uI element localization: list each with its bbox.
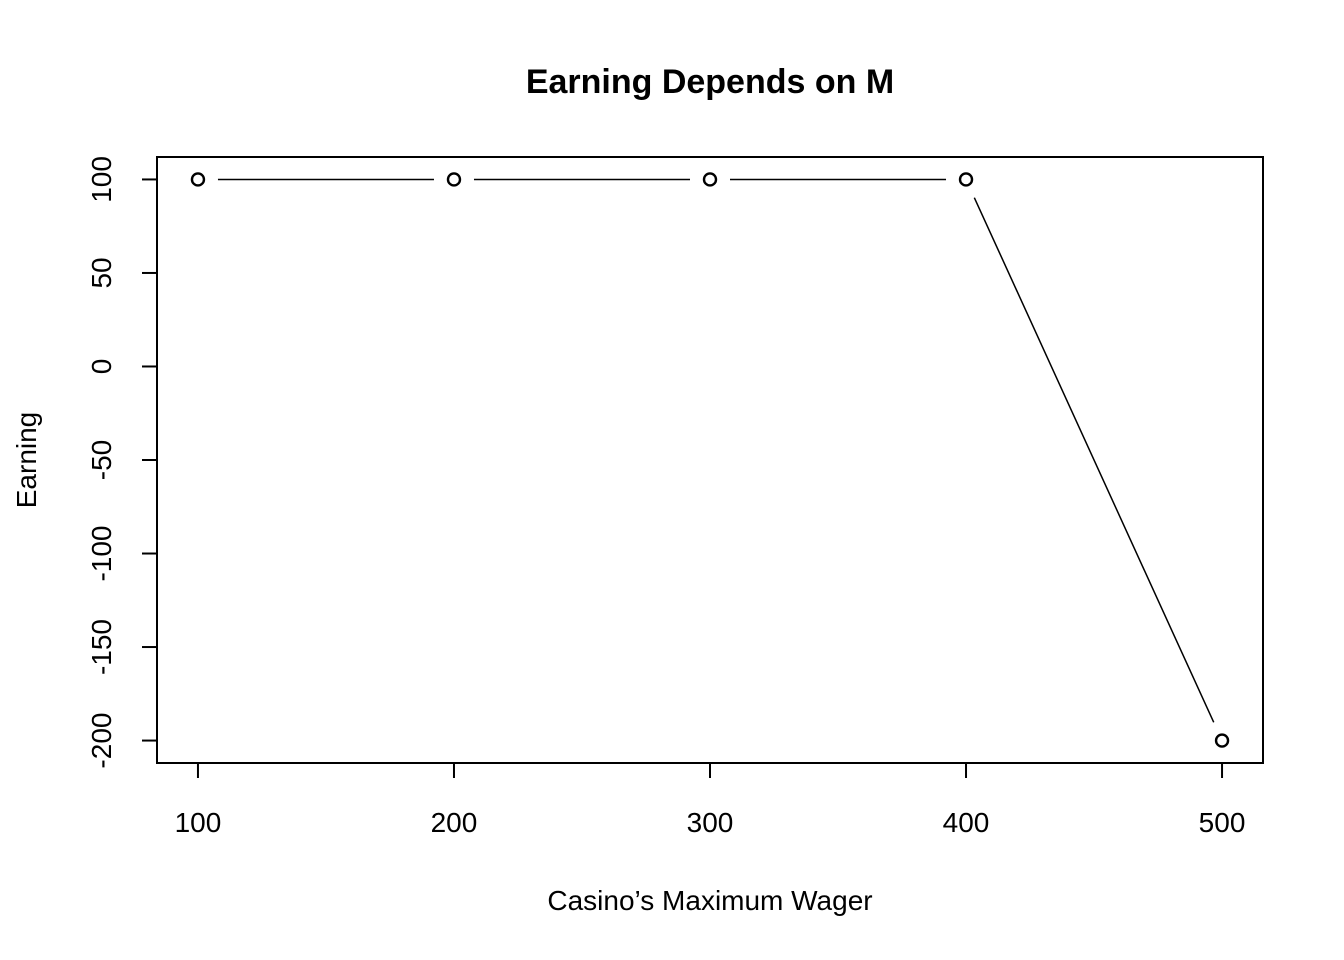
y-tick-label: -150 (86, 619, 117, 675)
chart-title: Earning Depends on M (526, 63, 894, 101)
y-tick-label: -100 (86, 525, 117, 581)
y-tick-label: 50 (86, 257, 117, 288)
y-tick-label: -50 (86, 440, 117, 480)
x-tick-label: 100 (175, 807, 222, 838)
y-axis: 100 50 0 -50 -100 -150 -200 (86, 156, 158, 769)
x-tick-label: 200 (431, 807, 478, 838)
series-segment (973, 197, 1215, 723)
series-points (190, 172, 1230, 748)
x-tick-label: 500 (1199, 807, 1246, 838)
y-axis-label: Earning (11, 412, 42, 509)
y-tick-label: 0 (86, 359, 117, 375)
series-line (217, 178, 1215, 723)
plot-frame (156, 156, 1264, 764)
x-axis: 100 200 300 400 500 (175, 762, 1246, 838)
x-tick-label: 400 (943, 807, 990, 838)
x-tick-label: 300 (687, 807, 734, 838)
data-point (446, 172, 462, 187)
data-point (958, 172, 974, 187)
data-point (702, 172, 718, 187)
x-axis-label: Casino’s Maximum Wager (547, 885, 872, 916)
y-tick-label: -200 (86, 713, 117, 769)
data-point (1214, 733, 1230, 748)
data-point (190, 172, 206, 187)
y-tick-label: 100 (86, 156, 117, 203)
